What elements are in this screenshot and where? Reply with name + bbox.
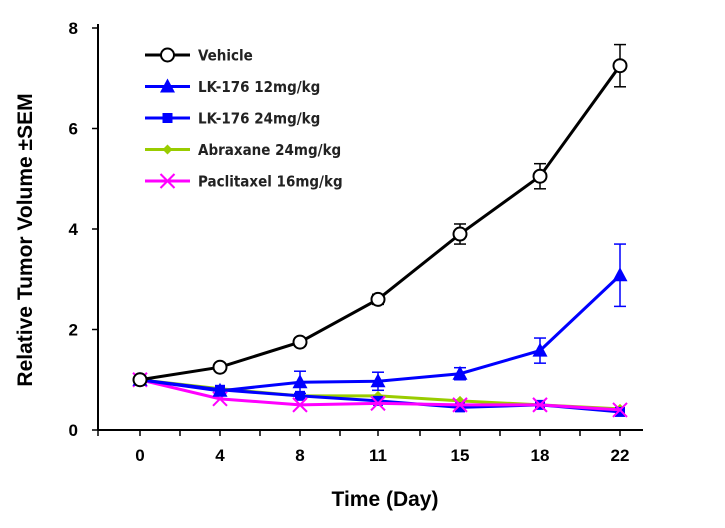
y-axis-title: Relative Tumor Volume ±SEM xyxy=(14,93,37,386)
data-point xyxy=(612,402,628,418)
data-point xyxy=(132,372,148,388)
y-tick-label: 8 xyxy=(69,19,78,38)
data-point xyxy=(292,334,308,350)
data-point xyxy=(452,365,468,380)
data-point xyxy=(370,291,386,307)
legend-swatch-marker xyxy=(159,173,176,189)
data-point xyxy=(370,395,386,412)
x-tick-label: 11 xyxy=(369,446,387,465)
x-axis-title: Time (Day) xyxy=(332,488,439,511)
x-tick-label: 0 xyxy=(135,446,144,465)
legend-entry: LK-176 12mg/kg xyxy=(145,78,320,96)
data-point xyxy=(452,397,468,413)
data-point xyxy=(532,168,548,184)
data-point xyxy=(532,342,548,357)
data-point xyxy=(615,406,625,417)
data-point xyxy=(373,395,383,406)
legend-entry: LK-176 24mg/kg xyxy=(145,110,320,128)
y-tick-label: 0 xyxy=(69,421,78,440)
data-point xyxy=(292,397,308,413)
x-tick-label: 4 xyxy=(215,446,225,465)
x-tick-label: 18 xyxy=(531,446,550,465)
x-tick-label: 22 xyxy=(611,446,630,465)
series-0 xyxy=(132,43,628,388)
data-point xyxy=(292,374,308,389)
legend-entry: Abraxane 24mg/kg xyxy=(145,141,341,159)
data-point xyxy=(212,382,228,397)
y-tick-label: 6 xyxy=(69,120,78,139)
x-tick-label: 15 xyxy=(451,446,470,465)
legend-swatch-marker xyxy=(162,144,173,155)
data-point xyxy=(212,359,228,375)
legend-swatch-marker xyxy=(162,113,173,123)
legend-swatch-marker xyxy=(160,47,175,63)
legend-label: LK-176 12mg/kg xyxy=(198,78,320,96)
legend-label: LK-176 24mg/kg xyxy=(198,110,320,128)
y-tick-label: 2 xyxy=(69,321,78,340)
chart-legend: Vehicle LK-176 12mg/kg LK-176 24mg/kg Abrax… xyxy=(145,47,343,191)
legend-swatch-marker xyxy=(160,78,175,93)
legend-label: Vehicle xyxy=(198,47,253,65)
legend-label: Abraxane 24mg/kg xyxy=(198,141,341,159)
data-point xyxy=(295,390,305,401)
chart-axes xyxy=(97,24,643,431)
y-tick-label: 4 xyxy=(69,220,79,239)
series-1 xyxy=(132,243,628,397)
legend-entry: Vehicle xyxy=(145,47,253,65)
data-point xyxy=(612,58,628,74)
data-point xyxy=(455,402,465,413)
chart-ticks: 0 2 4 6 8 0 4 8 11 15 18 22 xyxy=(69,19,630,465)
data-point xyxy=(612,267,628,282)
data-point xyxy=(370,373,386,388)
data-point xyxy=(532,397,548,413)
x-tick-label: 8 xyxy=(295,446,304,465)
legend-label: Paclitaxel 16mg/kg xyxy=(198,173,343,191)
legend-entry: Paclitaxel 16mg/kg xyxy=(145,173,343,191)
data-point xyxy=(452,226,468,242)
chart-series xyxy=(132,43,628,418)
